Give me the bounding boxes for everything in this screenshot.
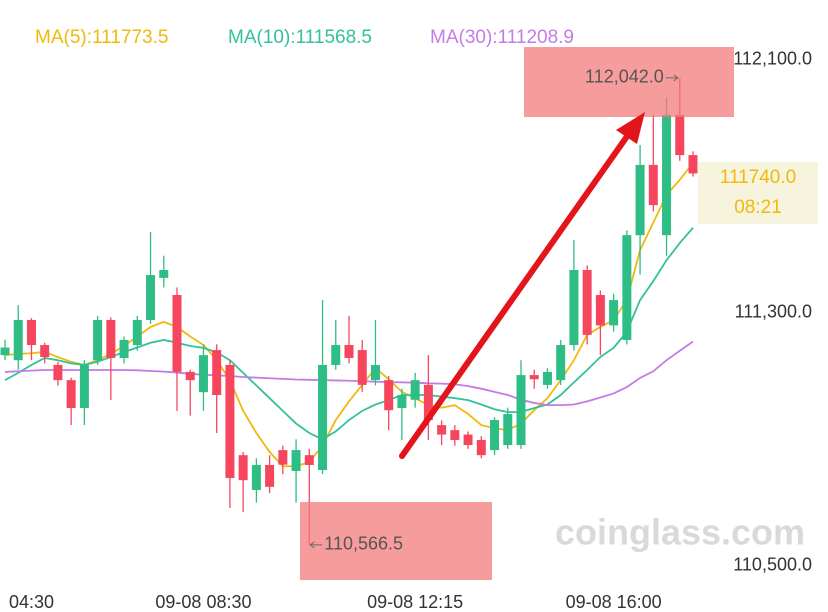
candle-body <box>463 434 473 446</box>
candle-body <box>198 355 208 393</box>
candle-body <box>185 371 195 381</box>
legend-entry: MA(5):111773.5 <box>35 27 168 48</box>
candle-body <box>291 450 301 471</box>
candle-body <box>265 464 275 487</box>
candle-body <box>13 320 23 361</box>
candle-body <box>609 300 619 326</box>
candle-body <box>688 155 698 174</box>
candle-body <box>437 425 447 435</box>
candle-body <box>318 364 328 471</box>
candle-body <box>79 364 89 408</box>
candle-body <box>93 320 103 361</box>
y-tick-label: 111,300.0 <box>735 301 812 321</box>
candle-body <box>40 345 50 358</box>
candle-body <box>529 375 539 380</box>
candle-body <box>397 395 407 408</box>
trend-arrow <box>399 112 645 459</box>
candle-body <box>648 164 658 206</box>
high-pointer-head <box>673 74 679 82</box>
candle-body <box>357 350 367 385</box>
candle-body <box>410 380 420 400</box>
candle-body <box>556 345 566 381</box>
candle-body <box>251 464 261 490</box>
legend-entry: MA(10):111568.5 <box>228 27 372 48</box>
candle-body <box>26 320 36 346</box>
candle-body <box>675 114 685 156</box>
candle-body <box>0 347 10 356</box>
legend-entry: MA(30):111208.9 <box>430 27 574 48</box>
candle-body <box>225 364 235 478</box>
candle-body <box>635 164 645 236</box>
arrow-shaft <box>399 132 631 459</box>
candle-body <box>212 350 222 396</box>
countdown: 08:21 <box>734 197 782 218</box>
candle-body <box>450 430 460 440</box>
highlight-box <box>300 502 492 580</box>
candle-body <box>344 345 354 358</box>
y-tick-label: 112,100.0 <box>733 48 812 68</box>
candle-body <box>542 371 552 385</box>
x-tick-label: 09-08 08:30 <box>155 592 251 612</box>
candles <box>0 77 698 545</box>
candle-body <box>278 450 288 465</box>
x-tick-label: 04:30 <box>9 592 54 612</box>
candle-body <box>106 320 116 358</box>
candle-body <box>595 295 605 326</box>
labels: 112,100.0 111,300.0 110,500.0 04:30 09-08 08… <box>9 27 812 612</box>
candle-body <box>423 384 433 421</box>
low-pointer-head <box>309 541 315 549</box>
candle-body <box>662 114 672 236</box>
candle-body <box>66 380 76 408</box>
candle-body <box>516 375 526 446</box>
x-tick-label: 09-08 16:00 <box>566 592 662 612</box>
candle-body <box>569 269 579 346</box>
candle-body <box>146 275 156 321</box>
last-price: 111740.0 <box>720 167 796 188</box>
candle-body <box>304 455 314 465</box>
watermark: coinglass.com <box>555 512 805 553</box>
low-label: 110,566.5 <box>324 534 403 554</box>
candle-body <box>53 364 63 381</box>
candle-body <box>238 455 248 481</box>
x-tick-label: 09-08 12:15 <box>367 592 463 612</box>
y-tick-label: 110,500.0 <box>733 555 812 575</box>
candle-body <box>159 269 169 278</box>
candle-body <box>582 269 592 335</box>
candle-body <box>172 295 182 372</box>
price-tag <box>698 162 818 224</box>
candle-body <box>370 364 380 381</box>
candle-body <box>132 320 142 346</box>
candle-body <box>622 235 632 340</box>
arrow-head <box>616 112 645 144</box>
candle-body <box>476 439 486 456</box>
candle-body <box>331 345 341 365</box>
highlight-box <box>524 47 734 117</box>
candle-body <box>503 414 513 446</box>
ma-line <box>4 340 694 407</box>
high-label: 112,042.0 <box>585 67 664 87</box>
candle-body <box>119 339 129 358</box>
candle-body <box>490 420 500 451</box>
candle-body <box>384 380 394 411</box>
